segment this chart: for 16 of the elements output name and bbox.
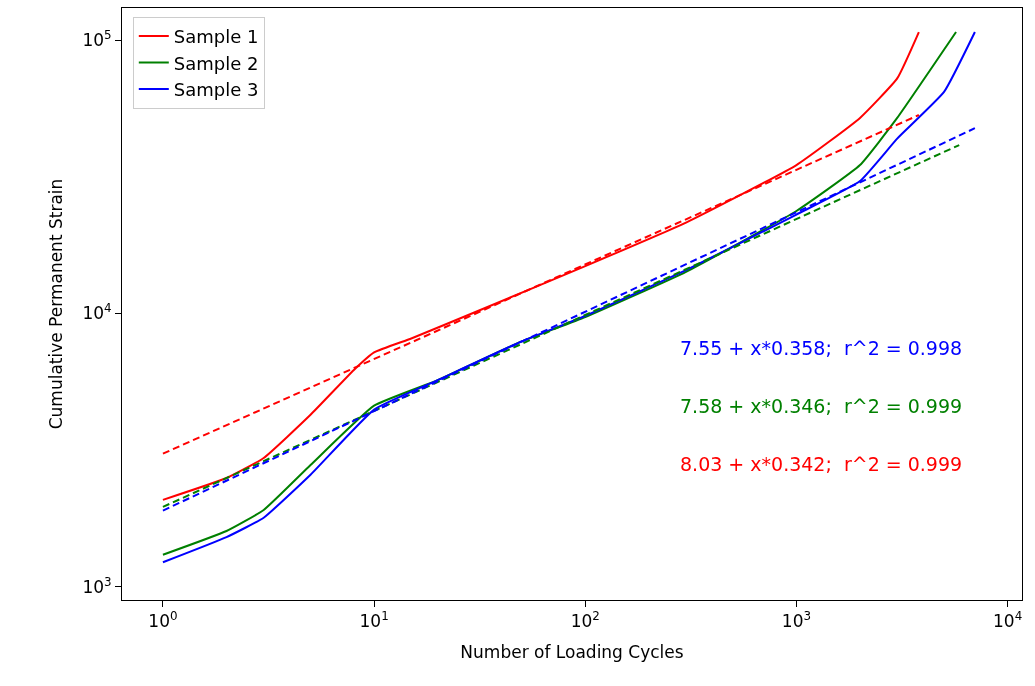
x-tick-label: 10$^{2}$	[570, 609, 600, 632]
annotation: 7.55 + x*0.358; r^2 = 0.998	[680, 337, 963, 359]
x-tick-label: 10$^{1}$	[359, 609, 389, 632]
annotation: 7.58 + x*0.346; r^2 = 0.999	[680, 395, 963, 417]
y-axis-title: Cumulative Permanent Strain	[45, 178, 66, 430]
legend-label: Sample 3	[173, 78, 259, 100]
annotation: 8.03 + x*0.342; r^2 = 0.999	[680, 453, 963, 475]
y-tick-label: 10$^{5}$	[82, 27, 112, 51]
x-tick-label: 10$^{4}$	[992, 609, 1023, 632]
y-tick-label: 10$^{3}$	[82, 574, 112, 597]
y-tick-label: 10$^{4}$	[82, 301, 112, 324]
x-axis-title: Number of Loading Cycles	[460, 641, 684, 662]
legend-label: Sample 1	[173, 26, 259, 48]
x-tick-label: 10$^{0}$	[148, 609, 178, 632]
x-tick-label: 10$^{3}$	[781, 609, 812, 632]
legend-label: Sample 2	[173, 52, 259, 74]
